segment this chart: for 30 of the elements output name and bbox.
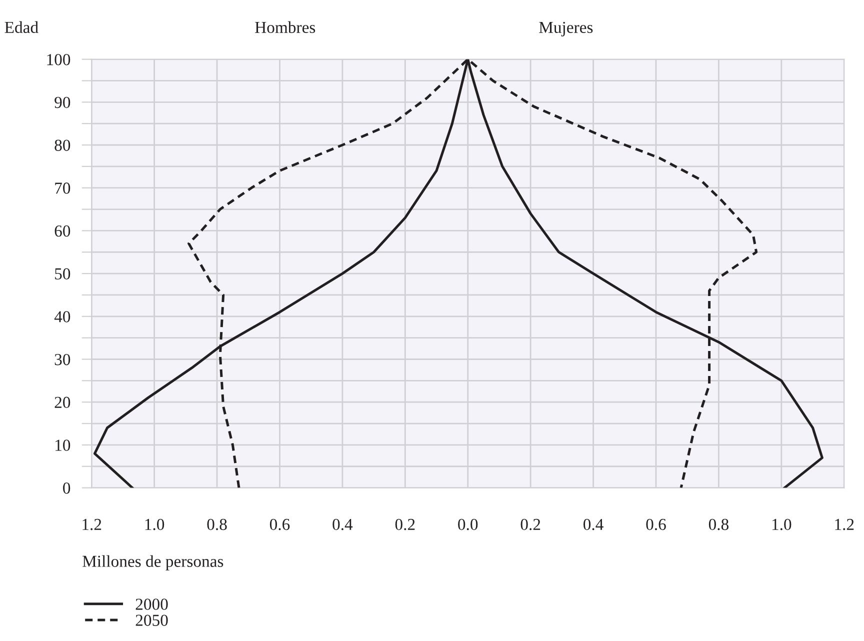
y-tick-label: 90 <box>54 96 70 108</box>
y-tick-label: 100 <box>47 54 70 66</box>
legend-label: 2000 <box>136 598 168 610</box>
x-tick-label: 0.0 <box>458 518 478 530</box>
y-axis-title: Edad <box>4 21 38 34</box>
x-tick-label: 1.0 <box>772 518 792 530</box>
x-tick-label: 0.8 <box>708 518 728 530</box>
x-tick-label: 0.2 <box>520 518 540 530</box>
x-tick-label: 1.2 <box>835 518 854 530</box>
y-tick-label: 30 <box>54 354 70 366</box>
text: Mujeres <box>539 22 593 36</box>
y-tick-label: 50 <box>55 268 70 280</box>
y-tick-label: 60 <box>54 225 70 237</box>
y-tick-label: 0 <box>63 482 70 494</box>
y-tick-label: 80 <box>54 140 70 151</box>
y-tick-label: 20 <box>54 396 70 408</box>
y-tick-label: 40 <box>54 311 70 322</box>
x-tick-label: 0.4 <box>584 518 604 530</box>
text: Hombres <box>255 21 316 34</box>
y-tick-label: 10 <box>56 440 70 451</box>
x-tick-label: 0.4 <box>332 518 353 530</box>
x-tick-label: 1.2 <box>82 518 102 530</box>
x-tick-label: 0.6 <box>646 518 666 530</box>
x-tick-label: 0.2 <box>395 518 415 530</box>
legend-label: 2050 <box>136 614 168 626</box>
x-tick-label: 1.0 <box>145 518 164 530</box>
x-tick-label: 0.8 <box>207 518 227 530</box>
x-tick-label: 0.6 <box>270 518 290 530</box>
x-axis-title: Millones de personas <box>82 555 224 570</box>
y-tick-label: 70 <box>55 182 70 194</box>
